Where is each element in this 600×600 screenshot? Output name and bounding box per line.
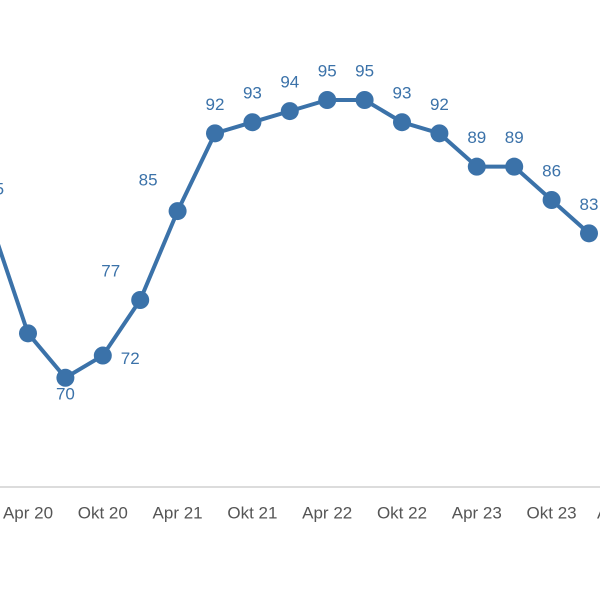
point (467, 157, 486, 176)
x-tick-label: Okt 23 (527, 503, 577, 522)
data-label: 93 (393, 84, 412, 103)
data-label: 89 (467, 128, 486, 147)
point (542, 191, 561, 209)
point (318, 91, 337, 109)
data-label: 86 (542, 161, 561, 180)
data-label: 83 (580, 195, 599, 214)
data-label: 92 (206, 95, 225, 114)
point (580, 224, 598, 243)
point (355, 91, 374, 109)
data-label: 95 (355, 61, 374, 80)
point (19, 324, 37, 343)
point (168, 202, 187, 221)
data-label: 85 (139, 171, 158, 190)
x-tick-label: Okt 20 (78, 503, 128, 522)
x-tick-label: Apr 21 (153, 503, 203, 522)
x-tick-label: Okt 21 (227, 503, 277, 522)
data-label: 89 (505, 128, 524, 147)
point (206, 124, 224, 143)
point (93, 346, 112, 365)
data-label: 77 (101, 261, 120, 280)
data-label: 70 (56, 384, 75, 403)
data-label: 92 (430, 95, 449, 114)
data-label: 95 (318, 61, 337, 80)
point (280, 102, 299, 121)
data-label: 5 (0, 180, 4, 199)
data-label: 72 (121, 349, 140, 368)
point (393, 113, 411, 132)
point (430, 124, 449, 143)
point (505, 157, 524, 176)
x-tick-label: Apr 23 (452, 503, 502, 522)
x-tick-label: Apr 20 (3, 503, 53, 522)
x-tick-label: A (597, 503, 600, 522)
point (243, 113, 262, 132)
data-label: 93 (243, 84, 262, 103)
data-label: 94 (280, 73, 299, 92)
x-tick-label: Apr 22 (302, 503, 352, 522)
x-tick-label: Okt 22 (377, 503, 427, 522)
point (131, 291, 150, 309)
line (0, 98, 591, 380)
point (56, 368, 75, 387)
